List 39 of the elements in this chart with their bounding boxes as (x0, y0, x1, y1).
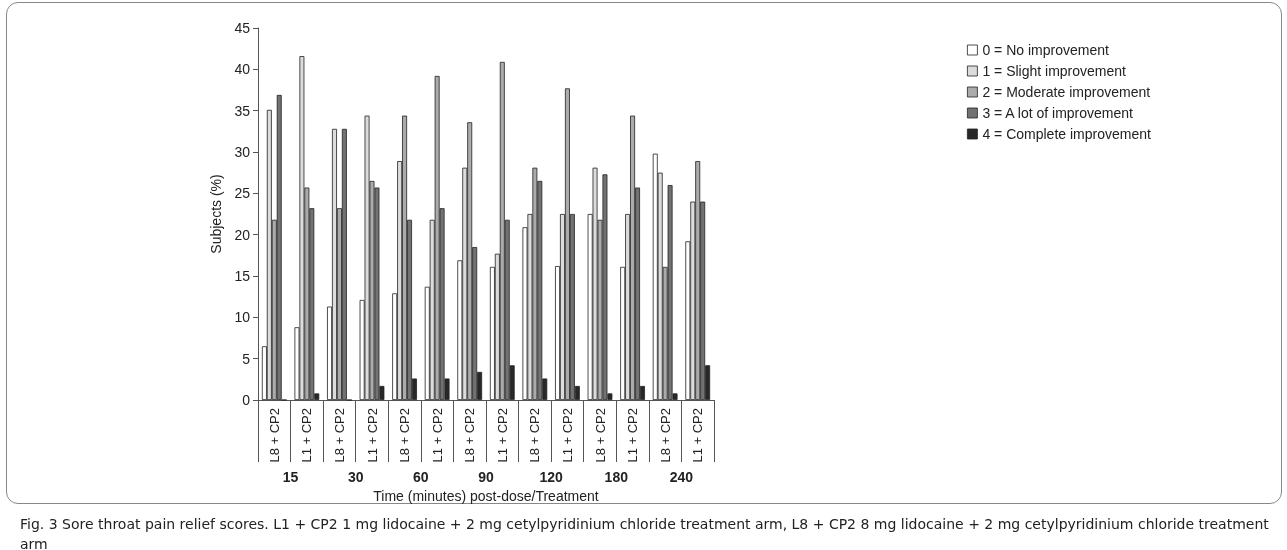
text: 120 (539, 469, 564, 485)
x-tick-label: L1 + CP2 (690, 408, 706, 463)
x-tick-label: L8 + CP2 (657, 408, 673, 463)
y-tick-label: 20 (234, 226, 251, 243)
y-tick-label: 25 (234, 185, 251, 202)
x-axis-title: Time (minutes) post-dose/Treatment (373, 487, 599, 504)
x-tick-label: L1 + CP2 (429, 408, 445, 463)
legend-label: 2 = Moderate improvement (982, 84, 1151, 100)
y-tick-label: 15 (234, 268, 251, 284)
x-tick-label: L8 + CP2 (397, 408, 413, 463)
y-tick-label: 30 (234, 144, 251, 160)
legend-label: 3 = A lot of improvement (982, 105, 1134, 121)
y-axis-title: Subjects (%) (208, 174, 224, 254)
text: 30 (347, 469, 364, 485)
caption: Fig. 3 Sore throat pain relief scores. L1 + CP2 1 mg lidocaine + 2 mg cetylpyridinium chloride treatment arm, L8 + CP2 8 mg lidocaine + 2 mg cetylpyridinium chloride treatment arm (20, 515, 1270, 550)
x-tick-label: L1 + CP2 (299, 408, 315, 463)
text: 15 (282, 469, 299, 485)
text: 240 (669, 469, 694, 485)
y-tick-label: 40 (234, 61, 251, 78)
text: 90 (478, 469, 494, 485)
legend-label: 4 = Complete improvement (982, 126, 1151, 142)
x-tick-label: L8 + CP2 (527, 408, 543, 463)
x-tick-label: L8 + CP2 (266, 408, 282, 463)
x-tick-label: L1 + CP2 (494, 408, 510, 463)
y-tick-label: 35 (234, 102, 251, 119)
x-tick-label: L8 + CP2 (462, 408, 478, 463)
y-tick-label: 45 (234, 20, 251, 36)
y-tick-label: 5 (242, 350, 251, 367)
y-tick-label: 10 (234, 309, 251, 326)
x-tick-label: L1 + CP2 (625, 408, 641, 463)
legend-label: 0 = No improvement (982, 42, 1109, 58)
text: 60 (413, 469, 429, 485)
x-tick-label: L1 + CP2 (559, 408, 575, 463)
text: 180 (604, 469, 629, 485)
legend-label: 1 = Slight improvement (982, 63, 1127, 79)
x-tick-label: L8 + CP2 (331, 408, 347, 463)
y-tick-label: 0 (242, 392, 251, 408)
x-tick-label: L8 + CP2 (592, 408, 608, 463)
x-tick-label: L1 + CP2 (364, 408, 380, 463)
